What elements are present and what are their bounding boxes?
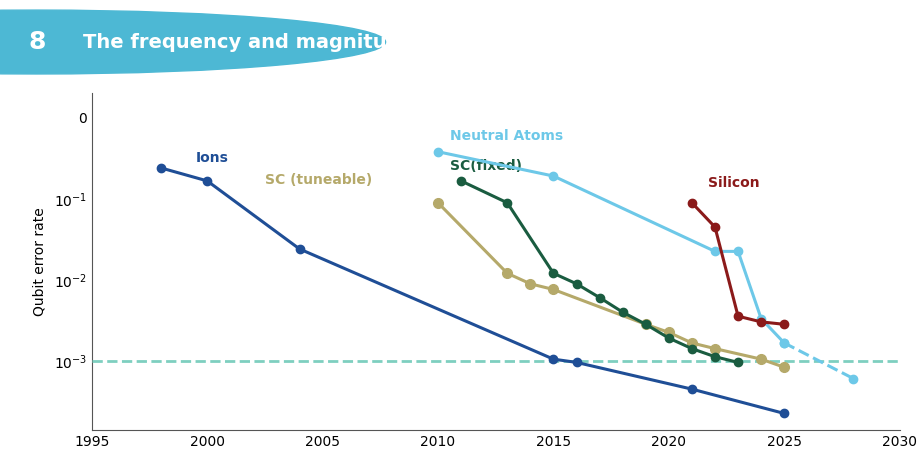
Text: Neutral Atoms: Neutral Atoms [450,129,563,143]
Text: SC(fixed): SC(fixed) [450,159,521,173]
Text: Ions: Ions [196,151,229,165]
Circle shape [0,10,386,74]
Text: The frequency and magnitude breakthroughs is accelerating: The frequency and magnitude breakthrough… [83,33,751,51]
Y-axis label: Qubit error rate: Qubit error rate [33,207,47,316]
Text: SC (tuneable): SC (tuneable) [265,173,372,187]
Text: 8: 8 [28,30,45,54]
Text: Silicon: Silicon [708,176,760,190]
